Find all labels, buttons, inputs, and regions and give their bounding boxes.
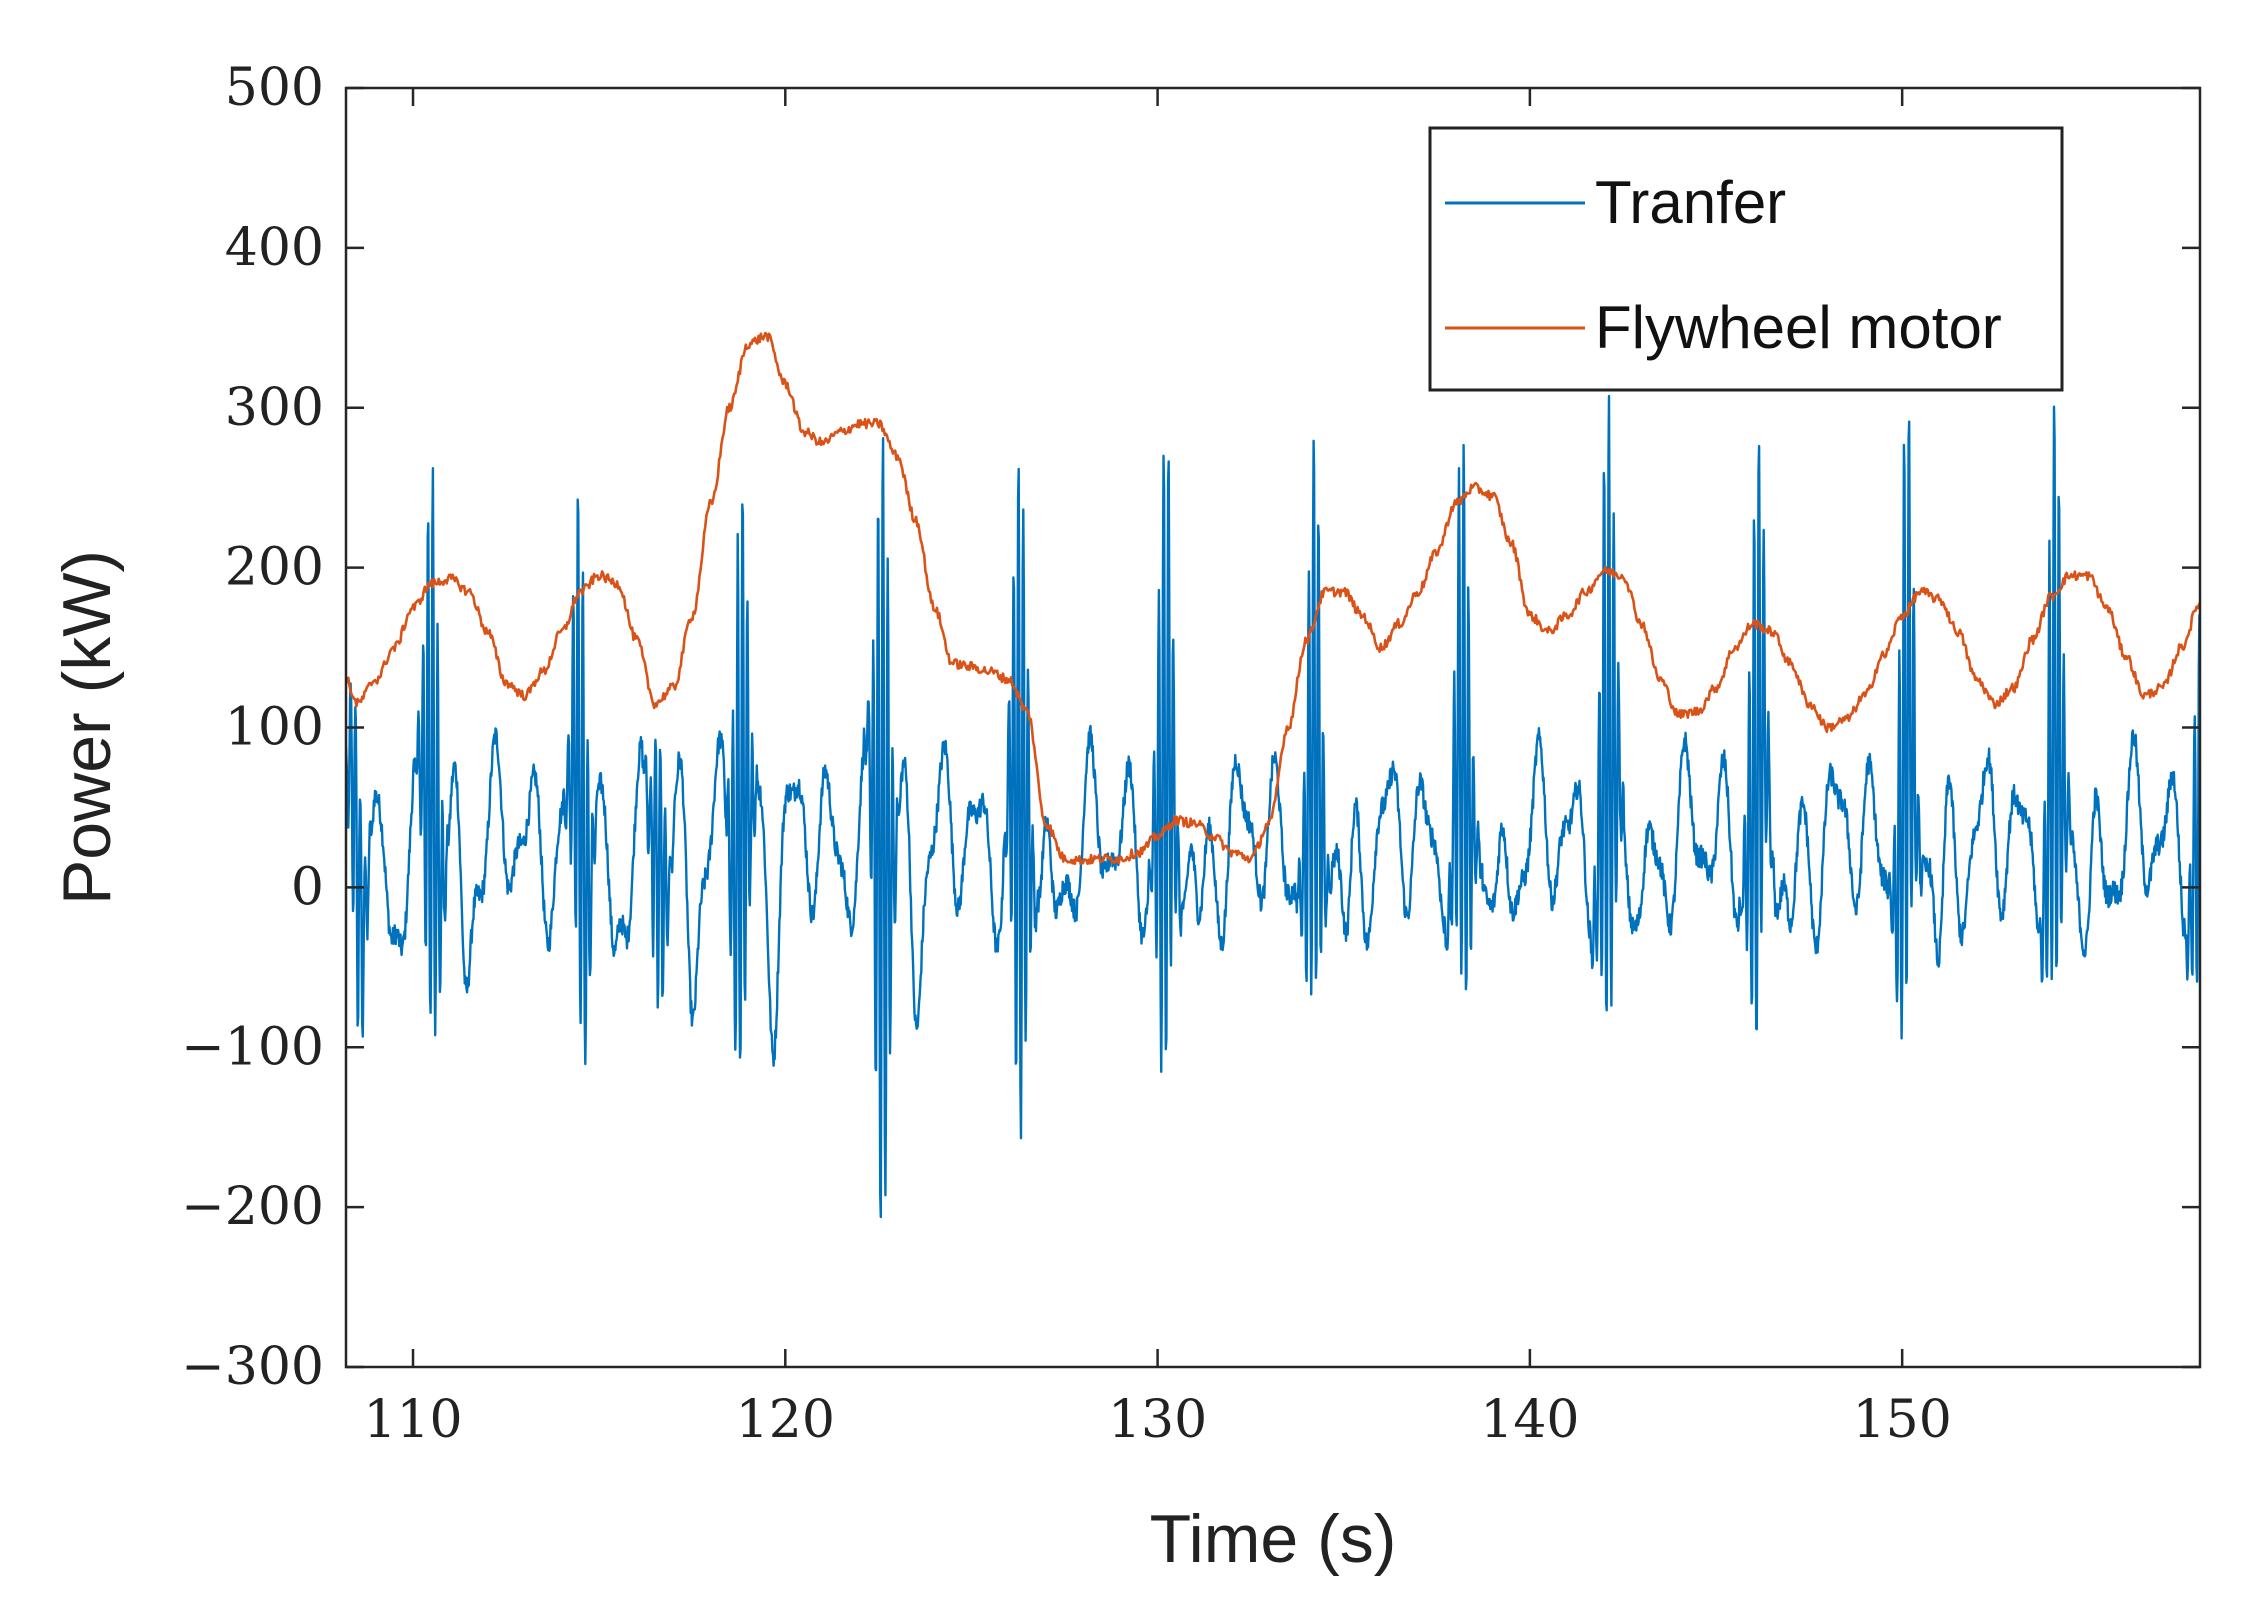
y-tick-label: −200 [181,1177,324,1237]
x-tick-label: 130 [1108,1390,1207,1450]
x-tick-label: 120 [736,1390,835,1450]
legend-label-flywheel-motor: Flywheel motor [1595,294,2002,361]
y-tick-label: −100 [181,1017,324,1077]
y-tick-label: 500 [225,58,324,118]
x-tick-label: 140 [1480,1390,1579,1450]
y-tick-label: 400 [225,218,324,278]
y-tick-label: 300 [225,378,324,438]
x-axis-title: Time (s) [1150,1501,1397,1577]
x-tick-label: 110 [363,1390,462,1450]
series-line-flywheel-motor [346,331,2200,866]
legend: Tranfer Flywheel motor [1428,126,2064,392]
plot-area [344,86,2202,1369]
y-tick-label: 200 [225,538,324,598]
series-line-tranfer [346,394,2200,1219]
legend-box [1428,126,2064,392]
y-tick-label: −300 [181,1337,324,1397]
x-tick-label: 150 [1853,1390,1952,1450]
legend-label-tranfer: Tranfer [1595,169,1786,236]
y-tick-label: 100 [225,698,324,758]
y-tick-label: 0 [291,857,324,917]
y-axis-title: Power (kW) [49,550,125,905]
